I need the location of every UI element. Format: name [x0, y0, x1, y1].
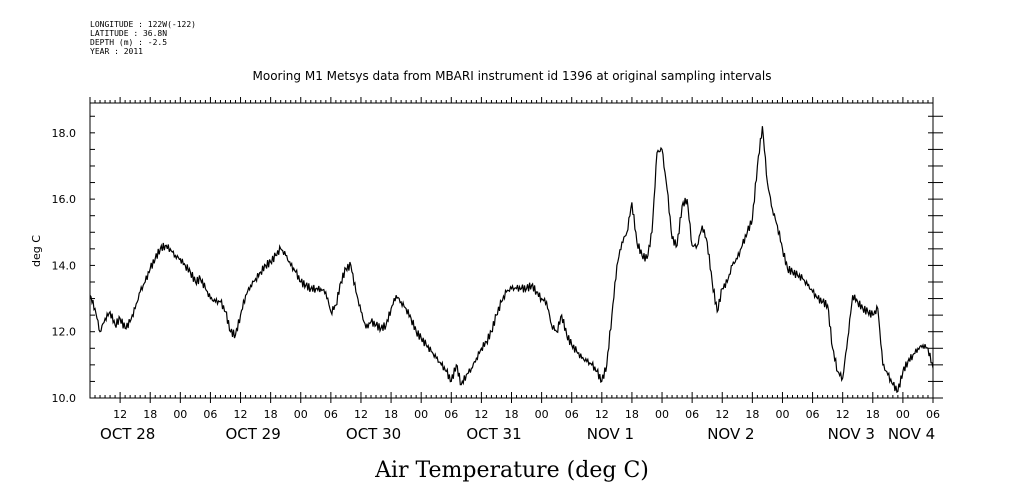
x-tick-label: 00: [535, 408, 549, 421]
longitude-label: LONGITUDE : 122W(-122): [90, 20, 196, 29]
y-tick-label: 12.0: [52, 326, 77, 339]
x-tick-label: 00: [775, 408, 789, 421]
x-tick-label: 00: [294, 408, 308, 421]
x-day-label: OCT 29: [225, 425, 280, 443]
y-tick-label: 14.0: [52, 259, 77, 272]
x-tick-label: 06: [444, 408, 458, 421]
x-day-label: NOV 1: [587, 425, 634, 443]
x-tick-label: 12: [354, 408, 368, 421]
minor-ticks: [89, 97, 934, 398]
x-tick-label: 18: [745, 408, 759, 421]
y-tick-label: 10.0: [52, 392, 77, 405]
x-tick-label: 18: [866, 408, 880, 421]
x-tick-label: 18: [264, 408, 278, 421]
plot-frame: [89, 102, 934, 399]
latitude-label: LATITUDE : 36.8N: [90, 29, 168, 38]
x-tick-label: 00: [655, 408, 669, 421]
x-tick-label: 18: [143, 408, 157, 421]
x-tick-label: 12: [715, 408, 729, 421]
x-tick-label: 06: [565, 408, 579, 421]
y-axis-label: deg C: [30, 235, 43, 267]
x-tick-label: 12: [474, 408, 488, 421]
x-tick-label: 12: [113, 408, 127, 421]
x-tick-label: 12: [836, 408, 850, 421]
x-day-label: NOV 4: [888, 425, 935, 443]
x-tick-label: 18: [505, 408, 519, 421]
x-axis: 12 18 00 06 12 18 00 06 12 18 00 06 12 18 00 06 12 18 00 06…: [100, 398, 940, 443]
x-tick-label: 18: [625, 408, 639, 421]
x-tick-label: 18: [384, 408, 398, 421]
x-day-label: OCT 31: [466, 425, 521, 443]
x-day-label: NOV 3: [828, 425, 875, 443]
chart-title: Mooring M1 Metsys data from MBARI instru…: [253, 69, 772, 83]
x-tick-label: 00: [414, 408, 428, 421]
y-tick-label: 16.0: [52, 193, 77, 206]
x-tick-label: 06: [685, 408, 699, 421]
x-tick-label: 12: [234, 408, 248, 421]
depth-label: DEPTH (m) : -2.5: [90, 38, 168, 47]
year-label: YEAR : 2011: [90, 47, 143, 56]
x-day-label: NOV 2: [707, 425, 754, 443]
x-tick-label: 06: [926, 408, 940, 421]
y-tick-label: 18.0: [52, 127, 77, 140]
x-tick-label: 06: [203, 408, 217, 421]
x-axis-label: Air Temperature (deg C): [374, 458, 649, 483]
x-tick-label: 00: [896, 408, 910, 421]
air-temperature-line: [89, 126, 934, 394]
x-day-label: OCT 30: [346, 425, 401, 443]
x-tick-label: 06: [806, 408, 820, 421]
metadata-block: LONGITUDE : 122W(-122) LATITUDE : 36.8N …: [90, 20, 196, 56]
x-tick-label: 06: [324, 408, 338, 421]
x-tick-label: 00: [173, 408, 187, 421]
y-axis: 10.0 12.0 14.0 16.0 18.0: [52, 115, 943, 405]
x-tick-label: 12: [595, 408, 609, 421]
x-day-label: OCT 28: [100, 425, 155, 443]
